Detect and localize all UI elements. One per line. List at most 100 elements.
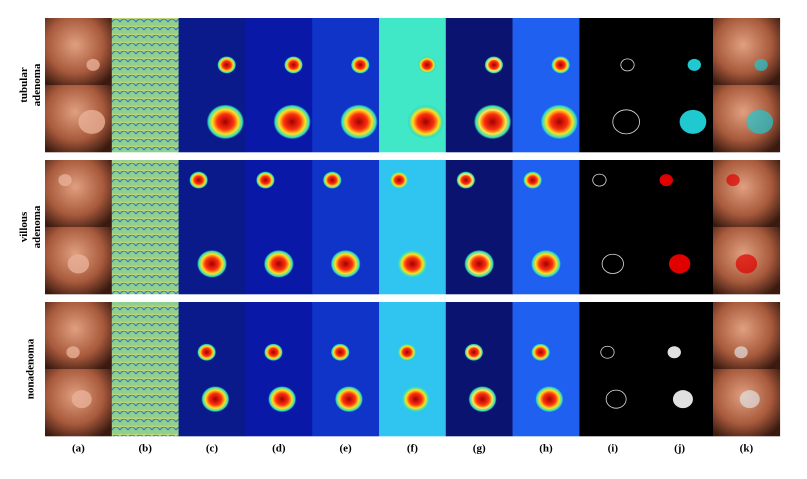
- heat-blob: [540, 104, 579, 140]
- image-tile: [512, 160, 580, 228]
- image-tile: [646, 302, 714, 370]
- heat-blob: [201, 386, 230, 413]
- column-label: (k): [740, 443, 754, 455]
- image-tile: [245, 18, 313, 86]
- image-tile: [379, 160, 447, 228]
- image-tile: [111, 85, 179, 153]
- heat-blob: [401, 386, 430, 413]
- image-tile: [45, 18, 113, 86]
- heat-blob: [350, 56, 370, 74]
- row-label: tubular: [18, 67, 30, 103]
- mask-outline: [612, 109, 640, 135]
- heat-blob: [284, 56, 303, 74]
- mask-outline: [592, 173, 607, 187]
- row-label: villous: [18, 211, 30, 242]
- overlay: [746, 109, 774, 134]
- column-label: (b): [138, 443, 152, 455]
- image-tile: [379, 18, 447, 86]
- heat-blob: [330, 343, 350, 361]
- image-tile: [579, 369, 647, 437]
- heat-blob: [273, 104, 311, 140]
- column-label: (e): [339, 443, 352, 455]
- polyp: [86, 58, 100, 71]
- mask: [687, 58, 701, 71]
- overlay: [735, 254, 758, 274]
- column-label: (c): [206, 443, 219, 455]
- heat-blob: [531, 249, 561, 278]
- image-tile: [713, 302, 781, 370]
- mask: [667, 346, 681, 359]
- mask-outline: [605, 389, 627, 409]
- mask-outline: [600, 345, 615, 359]
- image-tile: [579, 160, 647, 228]
- image-tile: [579, 18, 647, 86]
- polyp: [66, 346, 80, 359]
- image-tile: [111, 18, 179, 86]
- heat-blob: [197, 343, 217, 361]
- column-label: (a): [72, 443, 85, 455]
- heat-blob: [389, 171, 409, 189]
- edge-ring: [478, 109, 507, 135]
- edge-ring: [458, 173, 474, 187]
- image-tile: [111, 302, 179, 370]
- edge-ring: [467, 253, 491, 275]
- heat-blob: [322, 171, 342, 189]
- heat-blob: [397, 249, 428, 278]
- heat-blob: [197, 249, 227, 278]
- heat-blob: [334, 386, 363, 413]
- heat-blob: [263, 249, 294, 278]
- heat-blob: [264, 343, 283, 361]
- labels: (a) (b) (c) (d) (e) (f) (g) (h) (i) (j) (k) tubular…: [18, 63, 753, 454]
- row-label: adenoma: [31, 63, 43, 106]
- heat-blob: [407, 104, 445, 140]
- overlay: [734, 346, 748, 359]
- heat-blob: [330, 249, 361, 278]
- image-tile: [111, 369, 179, 437]
- edge-ring: [471, 389, 494, 409]
- mask: [672, 390, 693, 409]
- heat-blob: [397, 343, 417, 361]
- image-tile: [445, 18, 513, 86]
- edge-ring: [466, 345, 482, 360]
- row-label: adenoma: [31, 205, 43, 248]
- polyp: [71, 390, 92, 409]
- image-tile: [445, 160, 513, 228]
- heat-blob: [217, 56, 237, 74]
- mask: [659, 174, 673, 187]
- overlay: [726, 174, 740, 187]
- mask: [668, 254, 691, 274]
- polyp: [78, 109, 106, 134]
- image-tile: [178, 160, 246, 228]
- edge-ring: [486, 58, 502, 72]
- image-tile: [45, 160, 113, 228]
- image-tile: [579, 227, 647, 295]
- mask: [679, 109, 707, 134]
- heat-blob: [340, 104, 378, 140]
- heat-blob: [268, 386, 297, 413]
- mask-outline: [620, 58, 635, 72]
- heat-blob: [256, 171, 275, 189]
- column-label: (f): [407, 443, 418, 455]
- image-tile: [713, 18, 781, 86]
- row-label: nonadenoma: [25, 338, 37, 399]
- image-tile: [713, 160, 781, 228]
- image-tile: [646, 18, 714, 86]
- heat-blob: [523, 171, 542, 189]
- image-tile: [312, 18, 380, 86]
- image-tile: [178, 18, 246, 86]
- overlay: [754, 58, 768, 71]
- polyp: [58, 174, 72, 187]
- image-tile: [111, 160, 179, 228]
- polyp: [67, 254, 90, 274]
- image-tile: [111, 227, 179, 295]
- heat-blob: [531, 343, 551, 361]
- heat-blob: [551, 56, 571, 74]
- column-label: (d): [272, 443, 286, 455]
- overlay: [739, 390, 760, 409]
- heat-blob: [189, 171, 208, 189]
- column-label: (h): [539, 443, 553, 455]
- image-tile: [579, 302, 647, 370]
- column-label: (i): [608, 443, 619, 455]
- heat-blob: [417, 56, 437, 74]
